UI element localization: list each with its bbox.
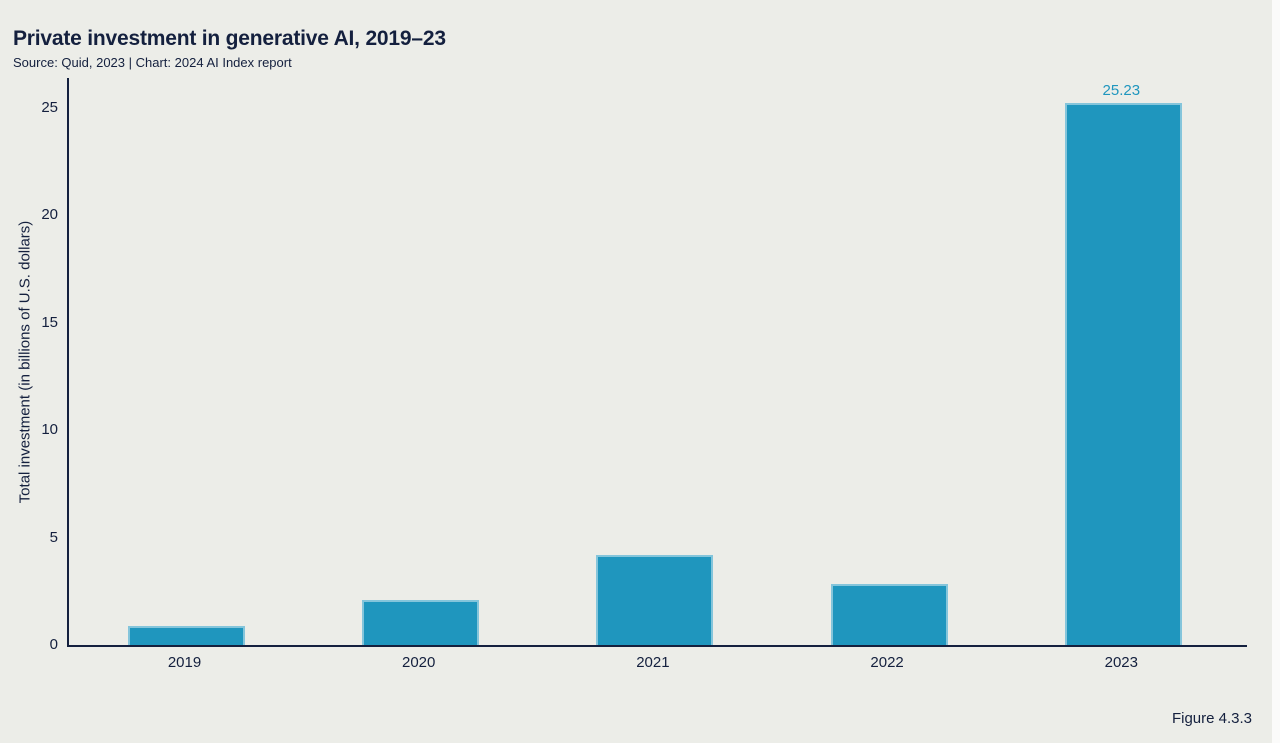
- figure-label: Figure 4.3.3: [1171, 710, 1252, 727]
- x-tick-label-2021: 2021: [636, 654, 670, 671]
- x-tick-label-2023: 2023: [1104, 654, 1138, 671]
- bar-2023: [1064, 103, 1182, 645]
- y-axis-title: Total investment (in billions of U.S. do…: [16, 220, 34, 504]
- y-tick-label: 15: [41, 313, 58, 331]
- chart-subtitle: Source: Quid, 2023 | Chart: 2024 AI Inde…: [13, 55, 292, 70]
- plot-area: [67, 78, 1247, 647]
- bar-value-label-2023: 25.23: [1102, 82, 1141, 99]
- right-edge-strip: [1272, 0, 1280, 743]
- x-tick-label-2019: 2019: [167, 654, 202, 671]
- chart-title: Private investment in generative AI, 201…: [13, 27, 446, 50]
- y-tick-label: 25: [41, 99, 58, 117]
- y-tick-label: 5: [49, 528, 58, 546]
- x-tick-label-2020: 2020: [402, 654, 436, 671]
- x-tick-label-2022: 2022: [870, 654, 904, 671]
- bar-2021: [596, 555, 714, 645]
- y-tick-label: 0: [49, 636, 58, 653]
- bar-2022: [830, 584, 948, 645]
- bar-2020: [362, 600, 480, 645]
- y-tick-label: 10: [41, 421, 58, 439]
- bar-2019: [128, 626, 245, 645]
- y-tick-label: 20: [41, 206, 58, 224]
